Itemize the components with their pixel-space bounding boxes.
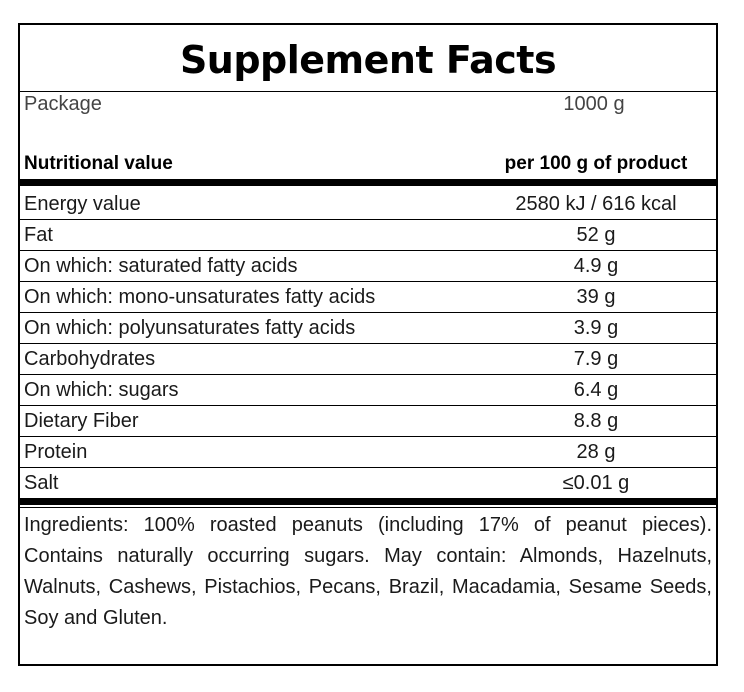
package-row: Package 1000 g	[20, 89, 716, 119]
nutrient-label: On which: sugars	[24, 379, 179, 401]
row-divider	[20, 374, 716, 375]
panel-title: Supplement Facts	[179, 38, 557, 82]
package-value: 1000 g	[563, 93, 625, 115]
nutrient-label: On which: saturated fatty acids	[24, 255, 298, 277]
nutrient-value: 8.8 g	[573, 410, 619, 432]
row-divider	[20, 436, 716, 437]
nutrient-row: Dietary Fiber 8.8 g	[20, 406, 716, 436]
nutrient-label: Protein	[24, 441, 88, 463]
nutrient-label: On which: polyunsaturates fatty acids	[24, 317, 356, 339]
nutrient-row: Energy value 2580 kJ / 616 kcal	[20, 189, 716, 219]
nutrition-header-value: per 100 g of product	[504, 153, 688, 174]
supplement-facts-panel: Supplement Facts Package 1000 g Nutritio…	[18, 23, 718, 666]
nutrient-row: Fat 52 g	[20, 220, 716, 250]
nutrient-value: 6.4 g	[573, 379, 619, 401]
nutrient-row: On which: mono-unsaturates fatty acids 3…	[20, 282, 716, 312]
header-thick-divider	[20, 179, 716, 186]
nutrient-row: Protein 28 g	[20, 437, 716, 467]
nutrient-row: On which: sugars 6.4 g	[20, 375, 716, 405]
nutrient-row: On which: polyunsaturates fatty acids 3.…	[20, 313, 716, 343]
nutrition-header-row: Nutritional value per 100 g of product	[20, 149, 716, 179]
row-divider	[20, 343, 716, 344]
row-divider	[20, 312, 716, 313]
nutrient-row: Carbohydrates 7.9 g	[20, 344, 716, 374]
row-divider	[20, 467, 716, 468]
nutrient-value: 52 g	[576, 224, 616, 246]
nutrient-label: Carbohydrates	[24, 348, 156, 370]
nutrient-value: 3.9 g	[573, 317, 619, 339]
nutrient-value: 4.9 g	[573, 255, 619, 277]
row-divider	[20, 281, 716, 282]
nutrient-label: Energy value	[24, 193, 141, 215]
nutrient-value: 28 g	[576, 441, 616, 463]
nutrient-label: On which: mono-unsaturates fatty acids	[24, 286, 376, 308]
nutrient-value: 39 g	[576, 286, 616, 308]
nutrient-label: Dietary Fiber	[24, 410, 139, 432]
nutrient-label: Fat	[24, 224, 53, 246]
title-divider	[20, 91, 716, 92]
nutrient-row: Salt ≤0.01 g	[20, 468, 716, 498]
nutrient-label: Salt	[24, 472, 59, 494]
package-label: Package	[24, 93, 102, 115]
footer-thick-divider	[20, 498, 716, 505]
row-divider	[20, 250, 716, 251]
ingredients-text: Ingredients: 100% roasted peanuts (inclu…	[24, 514, 712, 629]
nutrient-value: ≤0.01 g	[562, 472, 630, 494]
nutrient-value: 7.9 g	[573, 348, 619, 370]
row-divider	[20, 219, 716, 220]
row-divider	[20, 405, 716, 406]
nutrient-row: On which: saturated fatty acids 4.9 g	[20, 251, 716, 281]
nutrition-header-label: Nutritional value	[24, 153, 173, 174]
nutrient-value: 2580 kJ / 616 kcal	[515, 193, 677, 215]
ingredients-divider	[20, 507, 716, 508]
